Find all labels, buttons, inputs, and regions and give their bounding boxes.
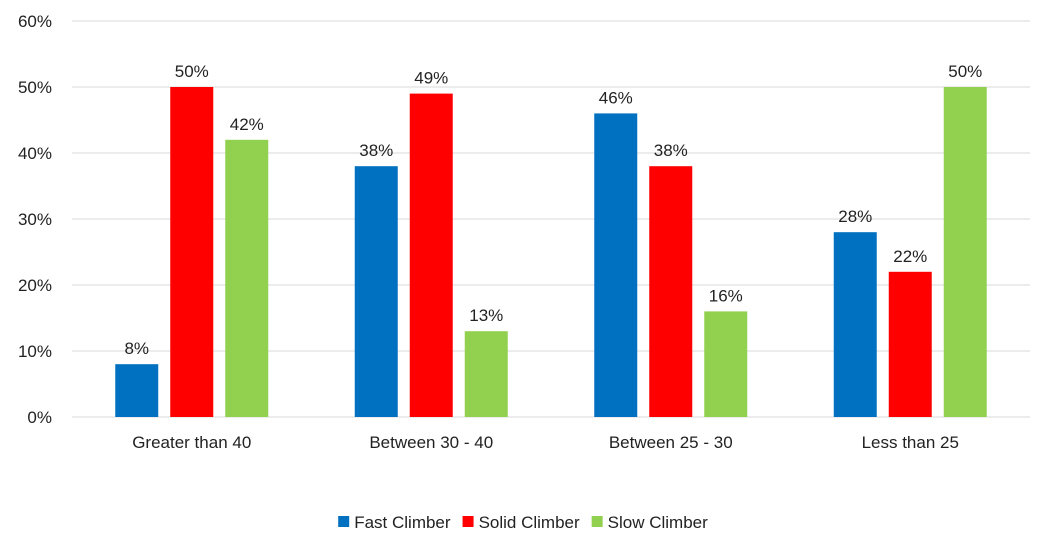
legend-item-fast-climber: Fast Climber — [338, 513, 451, 532]
bar-slow-climber — [225, 139, 269, 418]
y-tick-label: 0% — [27, 408, 52, 427]
x-category-label: Between 30 - 40 — [369, 433, 493, 452]
x-category-label: Less than 25 — [862, 433, 959, 452]
bar-fast-climber — [354, 166, 398, 417]
data-label: 16% — [709, 286, 743, 305]
bar-solid-climber — [409, 93, 453, 417]
bar-fast-climber — [115, 364, 159, 417]
data-label: 38% — [654, 141, 688, 160]
data-label: 13% — [469, 306, 503, 325]
bar-slow-climber — [704, 311, 748, 417]
data-label: 38% — [359, 141, 393, 160]
bar-fast-climber — [833, 232, 877, 417]
x-category-label: Greater than 40 — [132, 433, 251, 452]
bar-solid-climber — [888, 271, 932, 417]
gridlines — [72, 20, 1030, 418]
data-label: 46% — [599, 88, 633, 107]
y-axis-tick-labels: 0% 10% 20% 30% 40% 50% 60% — [18, 12, 52, 427]
y-tick-label: 60% — [18, 12, 52, 31]
legend-label: Solid Climber — [479, 513, 580, 532]
x-category-label: Between 25 - 30 — [609, 433, 733, 452]
data-label: 8% — [124, 339, 149, 358]
data-label: 42% — [230, 115, 264, 134]
data-labels: 8% 50% 42% 38% 49% 13% 46% 38% 16% 28% 22% 50% — [124, 62, 982, 358]
bar-slow-climber — [943, 87, 987, 417]
bar-solid-climber — [170, 87, 214, 417]
x-axis-category-labels: Greater than 40 Between 30 - 40 Between 25… — [132, 433, 959, 452]
y-tick-label: 20% — [18, 276, 52, 295]
legend-item-slow-climber: Slow Climber — [591, 513, 708, 532]
legend: Fast Climber Solid Climber Slow Climber — [338, 513, 708, 532]
legend-swatch — [462, 516, 474, 527]
data-label: 28% — [838, 207, 872, 226]
legend-swatch — [591, 516, 603, 527]
data-label: 50% — [948, 62, 982, 81]
data-label: 50% — [175, 62, 209, 81]
legend-item-solid-climber: Solid Climber — [462, 513, 580, 532]
y-tick-label: 10% — [18, 342, 52, 361]
y-tick-label: 40% — [18, 144, 52, 163]
y-tick-label: 30% — [18, 210, 52, 229]
data-label: 49% — [414, 69, 448, 88]
bar-slow-climber — [464, 331, 508, 417]
bars — [115, 87, 987, 418]
legend-label: Slow Climber — [608, 513, 708, 532]
data-label: 22% — [893, 247, 927, 266]
legend-label: Fast Climber — [354, 513, 451, 532]
bar-fast-climber — [594, 113, 638, 418]
legend-swatch — [338, 516, 350, 527]
y-tick-label: 50% — [18, 78, 52, 97]
bar-solid-climber — [649, 166, 693, 417]
